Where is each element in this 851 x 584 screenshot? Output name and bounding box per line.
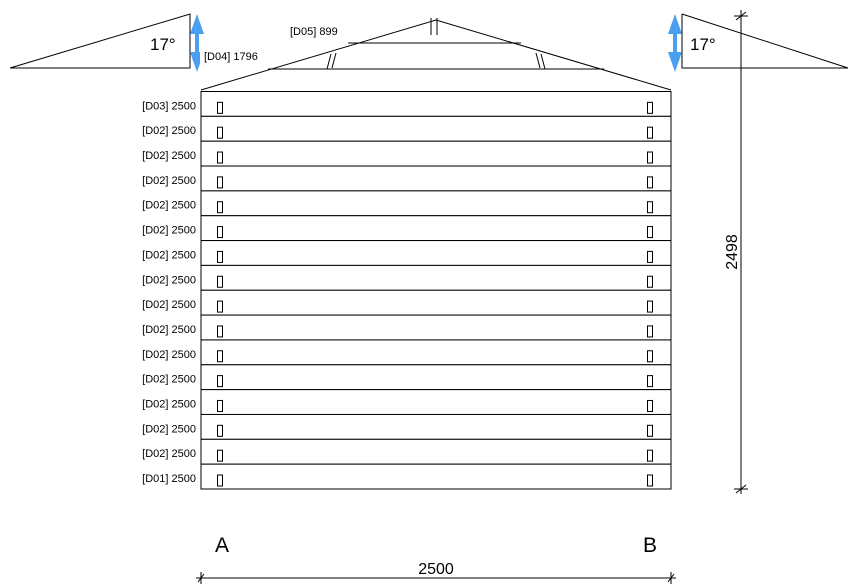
left-angle-label: 17°: [150, 35, 176, 54]
plank-label: [D02] 2500: [142, 249, 196, 261]
wall-plank: [200, 364, 672, 391]
plank-joint-right: [647, 151, 653, 164]
gable-joint-left-a: [326, 53, 332, 70]
plank-label: [D02] 2500: [142, 398, 196, 410]
plank-joint-right: [647, 325, 653, 338]
plank-label: [D02] 2500: [142, 274, 196, 286]
plank-joint-right: [647, 126, 653, 139]
height-dimension-label: 2498: [724, 234, 741, 270]
gable-label-d04-bg: [200, 48, 268, 64]
corner-label-a: A: [215, 534, 229, 557]
plank-label: [D02] 2500: [142, 225, 196, 237]
wall-plank: [200, 115, 672, 142]
gable-joint-right-b: [540, 53, 546, 70]
wall-plank: [200, 289, 672, 316]
gable-label-d04: [D04] 1796: [204, 51, 258, 63]
wall-plank: [200, 413, 672, 440]
plank-label: [D02] 2500: [142, 125, 196, 137]
plank-joint-right: [647, 226, 653, 239]
plank-joint-right: [647, 275, 653, 288]
plank-joint-right: [647, 101, 653, 114]
right-angle-indicator: 17°: [668, 13, 849, 72]
plank-label: [D02] 2500: [142, 324, 196, 336]
left-angle-indicator: 17°: [9, 13, 204, 72]
plank-joint-left: [217, 325, 223, 338]
right-angle-label: 17°: [690, 35, 716, 54]
plank-joint-left: [217, 250, 223, 263]
plank-joint-left: [217, 300, 223, 313]
height-dimension: 2498: [724, 10, 748, 494]
gable: [D05] 899 [D04] 1796: [200, 18, 672, 91]
plank-labels: [D03] 2500 [D02] 2500 [D02] 2500 [D02] 2500…: [142, 100, 196, 485]
plank-label: [D02] 2500: [142, 349, 196, 361]
plank-label: [D01] 2500: [142, 473, 196, 485]
plank-joint-left: [217, 350, 223, 363]
plank-joint-left: [217, 275, 223, 288]
plank-joint-right: [647, 449, 653, 462]
wall-plank: [200, 339, 672, 366]
wall-plank: [200, 389, 672, 415]
plank-joint-right: [647, 375, 653, 388]
plank-joint-left: [217, 151, 223, 164]
plank-joint-right: [647, 250, 653, 263]
plank-label: [D03] 2500: [142, 100, 196, 112]
plank-label: [D02] 2500: [142, 150, 196, 162]
wall-planks: [200, 91, 672, 490]
plank-joint-left: [217, 399, 223, 412]
plank-joint-right: [647, 300, 653, 313]
right-angle-arrow-icon: [668, 14, 682, 72]
plank-joint-right: [647, 474, 653, 487]
plank-joint-left: [217, 126, 223, 139]
gable-joint-right-a: [535, 52, 541, 69]
wall-plank: [200, 314, 672, 341]
wall-plank: [200, 190, 672, 217]
plank-label: [D02] 2500: [142, 423, 196, 435]
wall-plank: [200, 165, 672, 192]
plank-joint-right: [647, 399, 653, 412]
wall-plank: [200, 140, 672, 167]
width-dimension-label: 2500: [418, 561, 454, 578]
width-dimension: 2500: [196, 561, 676, 584]
plank-joint-left: [217, 474, 223, 487]
plank-label: [D02] 2500: [142, 299, 196, 311]
plank-joint-left: [217, 101, 223, 114]
plank-label: [D02] 2500: [142, 448, 196, 460]
plank-joint-left: [217, 201, 223, 214]
plank-joint-right: [647, 176, 653, 189]
wall-plank: [200, 91, 672, 117]
plank-joint-left: [217, 424, 223, 437]
gable-joint-left-b: [331, 52, 337, 69]
corner-label-b: B: [643, 534, 657, 557]
plank-label: [D02] 2500: [142, 374, 196, 386]
plank-label: [D02] 2500: [142, 200, 196, 212]
plank-joint-left: [217, 176, 223, 189]
wall-plank: [200, 264, 672, 291]
wall-plank: [200, 240, 672, 266]
plank-joint-left: [217, 449, 223, 462]
plank-joint-left: [217, 375, 223, 388]
plank-joint-right: [647, 201, 653, 214]
plank-joint-right: [647, 350, 653, 363]
plank-joint-left: [217, 226, 223, 239]
wall-plank: [200, 438, 672, 465]
wall-plank: [200, 215, 672, 242]
plank-joint-right: [647, 424, 653, 437]
gable-label-d05: [D05] 899: [290, 26, 338, 38]
wall-plank: [200, 463, 672, 490]
plank-label: [D02] 2500: [142, 175, 196, 187]
